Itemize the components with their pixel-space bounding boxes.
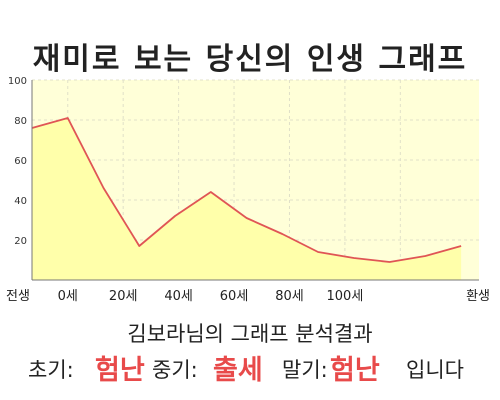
middle-value: 출세 bbox=[213, 355, 263, 386]
analysis-title: 김보라님의 그래프 분석결과 bbox=[127, 322, 373, 346]
x-tick-label: 0세 bbox=[58, 289, 78, 304]
y-tick-label: 100 bbox=[8, 76, 27, 87]
analysis-result: 초기: 험난 중기: 출세 말기: 험난 입니다 bbox=[0, 346, 500, 386]
x-tick-label: 20세 bbox=[109, 289, 138, 304]
result-suffix: 입니다 bbox=[406, 358, 464, 382]
early-label: 초기: bbox=[28, 358, 74, 382]
series-line bbox=[31, 117, 462, 263]
x-tick-label: 100세 bbox=[327, 289, 364, 304]
y-tick-labels: 20 40 60 80 100 bbox=[8, 76, 27, 247]
middle-label: 중기: bbox=[152, 358, 198, 382]
y-tick-label: 60 bbox=[14, 156, 27, 167]
x-tick-label: 전생 bbox=[6, 289, 30, 304]
x-tick-label: 환생 bbox=[466, 289, 490, 304]
late-label: 말기: bbox=[282, 358, 328, 382]
y-tick-label: 80 bbox=[14, 116, 27, 127]
x-tick-label: 80세 bbox=[275, 289, 304, 304]
x-tick-labels: 전생 0세 20세 40세 60세 80세 100세 환생 bbox=[6, 289, 490, 304]
early-value: 험난 bbox=[95, 355, 145, 386]
y-tick-label: 40 bbox=[14, 196, 27, 207]
late-value: 험난 bbox=[330, 355, 380, 386]
y-tick-label: 20 bbox=[14, 236, 27, 247]
x-tick-label: 40세 bbox=[164, 289, 193, 304]
life-graph-chart: 20 40 60 80 100 전생 0세 20세 40세 60세 80세 100세 환생 bbox=[6, 76, 490, 304]
x-tick-label: 60세 bbox=[220, 289, 249, 304]
series-area bbox=[32, 118, 462, 280]
page-title: 재미로 보는 당신의 인생 그래프 bbox=[32, 42, 468, 77]
